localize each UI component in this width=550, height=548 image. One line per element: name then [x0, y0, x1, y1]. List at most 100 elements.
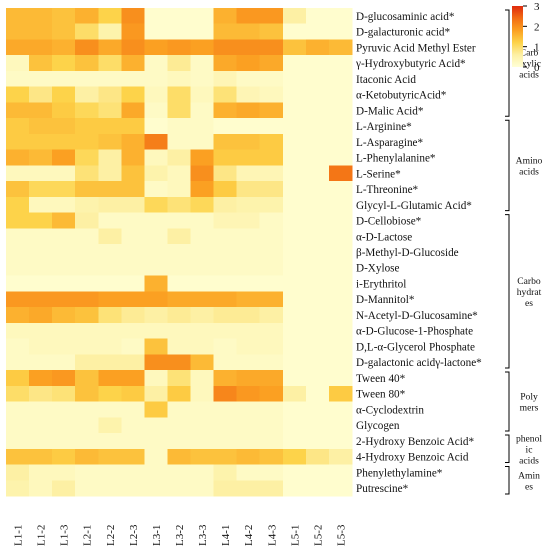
heatmap-cell — [98, 86, 122, 104]
heatmap-cell — [305, 228, 330, 245]
heatmap-cell — [213, 307, 238, 324]
heatmap-cell — [6, 165, 30, 182]
heatmap-cell — [282, 133, 307, 151]
heatmap-cell — [29, 118, 53, 135]
row-label: Tween 80* — [356, 389, 406, 401]
heatmap-cell — [190, 55, 215, 72]
heatmap-cell — [305, 118, 330, 135]
heatmap-cell — [144, 401, 169, 418]
heatmap-cell — [98, 480, 122, 497]
column-label: L1-1 — [13, 525, 25, 546]
heatmap-cell — [282, 354, 307, 371]
heatmap-cell — [144, 118, 169, 135]
heatmap-cell — [167, 228, 192, 245]
heatmap-cell — [98, 102, 122, 119]
heatmap-cell — [75, 23, 99, 41]
heatmap-cells — [6, 8, 353, 497]
heatmap-cell — [144, 244, 169, 261]
heatmap-cell — [167, 385, 192, 403]
heatmap-cell — [328, 23, 353, 41]
heatmap-cell — [282, 165, 307, 182]
heatmap-cell — [121, 338, 145, 355]
row-label: N-Acetyl-D-Glucosamine* — [356, 310, 478, 322]
heatmap-cell — [167, 401, 192, 418]
heatmap-cell — [236, 181, 261, 198]
heatmap-cell — [190, 354, 215, 371]
heatmap-cell — [6, 86, 30, 104]
heatmap-cell — [52, 291, 76, 308]
heatmap-cell — [213, 433, 238, 450]
heatmap-cell — [6, 417, 30, 434]
heatmap-cell — [98, 338, 122, 355]
heatmap-cell — [305, 55, 330, 72]
heatmap-cell — [52, 370, 76, 387]
heatmap-cell — [282, 338, 307, 355]
heatmap-cell — [305, 338, 330, 355]
heatmap-cell — [213, 291, 238, 308]
heatmap-cell — [144, 55, 169, 72]
heatmap-cell — [121, 39, 145, 56]
heatmap-cell — [52, 196, 76, 214]
heatmap-cell — [328, 307, 353, 324]
heatmap-cell — [328, 291, 353, 308]
heatmap-cell — [167, 102, 192, 119]
heatmap-cell — [52, 165, 76, 182]
heatmap-cell — [190, 165, 215, 182]
heatmap-cell — [328, 212, 353, 229]
heatmap-cell — [328, 354, 353, 371]
heatmap-cell — [305, 385, 330, 403]
heatmap-cell — [29, 70, 53, 88]
heatmap-cell — [282, 181, 307, 198]
row-label: D-Xylose — [356, 263, 400, 275]
group-label: Carbo — [517, 276, 541, 287]
row-label: i-Erythritol — [356, 278, 406, 290]
heatmap-cell — [29, 354, 53, 371]
heatmap-cell — [52, 86, 76, 104]
heatmap-cell — [121, 55, 145, 72]
heatmap-cell — [98, 433, 122, 450]
heatmap-cell — [305, 354, 330, 371]
heatmap-cell — [144, 228, 169, 245]
heatmap-cell — [236, 480, 261, 497]
heatmap-cell — [6, 196, 30, 214]
heatmap-cell — [121, 228, 145, 245]
column-label: L4-3 — [266, 524, 278, 546]
heatmap-cell — [236, 385, 261, 403]
heatmap-cell — [121, 307, 145, 324]
heatmap-cell — [213, 70, 238, 88]
heatmap-cell — [167, 370, 192, 387]
heatmap-cell — [121, 165, 145, 182]
heatmap-cell — [213, 480, 238, 497]
heatmap-cell — [98, 448, 122, 466]
heatmap-cell — [328, 149, 353, 167]
column-label: L4-2 — [243, 525, 255, 546]
heatmap-cell — [328, 433, 353, 450]
heatmap-cell — [190, 338, 215, 355]
heatmap-cell — [52, 8, 76, 25]
heatmap-cell — [213, 55, 238, 72]
heatmap-cell — [75, 8, 99, 25]
row-label: D-Mannitol* — [356, 294, 415, 306]
group-label: Carb — [520, 48, 539, 59]
heatmap-cell — [190, 385, 215, 403]
group-label: Amin — [518, 470, 540, 481]
heatmap-cell — [52, 70, 76, 88]
heatmap-cell — [75, 291, 99, 308]
heatmap-cell — [190, 291, 215, 308]
column-label: L3-1 — [151, 525, 163, 546]
heatmap-cell — [52, 480, 76, 497]
heatmap-cell — [6, 8, 30, 25]
heatmap-cell — [121, 401, 145, 418]
heatmap-cell — [190, 322, 215, 340]
heatmap-cell — [6, 70, 30, 88]
heatmap-cell — [75, 196, 99, 214]
heatmap-cell — [259, 102, 284, 119]
heatmap-cell — [98, 401, 122, 418]
row-label: β-Methyl-D-Glucoside — [356, 247, 459, 259]
group-bracket — [505, 214, 510, 369]
row-label: D-galacturonic acid* — [356, 27, 451, 39]
heatmap-cell — [259, 259, 284, 277]
row-label: α-D-Lactose — [356, 231, 412, 243]
heatmap-cell — [75, 338, 99, 355]
